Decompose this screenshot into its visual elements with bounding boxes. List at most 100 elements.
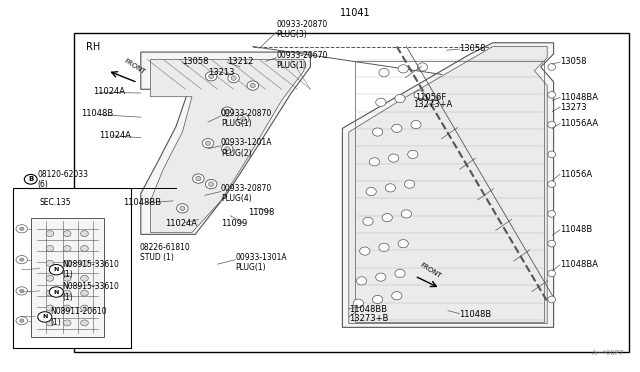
Ellipse shape xyxy=(404,180,415,188)
Ellipse shape xyxy=(356,277,367,285)
Ellipse shape xyxy=(63,246,71,251)
Text: SEC.135: SEC.135 xyxy=(40,198,71,207)
Ellipse shape xyxy=(46,275,54,281)
Ellipse shape xyxy=(385,184,396,192)
Ellipse shape xyxy=(81,290,88,296)
Text: 11056F: 11056F xyxy=(415,93,446,102)
Bar xyxy=(31,218,104,337)
Text: 13058: 13058 xyxy=(182,57,209,65)
Ellipse shape xyxy=(46,260,54,266)
Ellipse shape xyxy=(209,182,214,186)
Ellipse shape xyxy=(353,299,364,307)
Ellipse shape xyxy=(81,320,88,326)
Polygon shape xyxy=(349,46,547,324)
Ellipse shape xyxy=(388,154,399,162)
Text: 08226-61810
STUD (1): 08226-61810 STUD (1) xyxy=(140,243,190,262)
Ellipse shape xyxy=(392,124,402,132)
Polygon shape xyxy=(342,43,554,327)
Ellipse shape xyxy=(38,312,52,322)
Ellipse shape xyxy=(46,305,54,311)
Ellipse shape xyxy=(241,117,246,121)
Text: 00933-20670
PLUG(1): 00933-20670 PLUG(1) xyxy=(276,51,328,70)
Ellipse shape xyxy=(16,225,28,233)
Ellipse shape xyxy=(16,317,28,325)
Text: N: N xyxy=(54,289,59,295)
Ellipse shape xyxy=(20,227,24,231)
Text: 11099: 11099 xyxy=(221,219,247,228)
Ellipse shape xyxy=(20,289,24,292)
Polygon shape xyxy=(150,60,304,232)
Ellipse shape xyxy=(24,174,37,184)
Ellipse shape xyxy=(392,292,402,300)
Ellipse shape xyxy=(180,206,185,211)
Ellipse shape xyxy=(81,275,88,281)
Ellipse shape xyxy=(225,109,230,114)
Text: 11098: 11098 xyxy=(248,208,275,217)
Ellipse shape xyxy=(548,270,556,277)
Text: 11048BB: 11048BB xyxy=(123,198,161,207)
Text: 11048B: 11048B xyxy=(560,225,592,234)
Ellipse shape xyxy=(63,320,71,326)
Ellipse shape xyxy=(221,107,233,116)
Ellipse shape xyxy=(548,240,556,247)
Ellipse shape xyxy=(231,76,236,80)
Ellipse shape xyxy=(209,74,214,78)
Text: 13213: 13213 xyxy=(208,68,234,77)
Ellipse shape xyxy=(205,141,211,145)
Ellipse shape xyxy=(379,243,389,251)
Text: 11056A: 11056A xyxy=(560,170,592,179)
Ellipse shape xyxy=(49,287,63,297)
Ellipse shape xyxy=(63,260,71,266)
Text: 13273+B: 13273+B xyxy=(349,314,388,323)
Ellipse shape xyxy=(372,128,383,136)
Ellipse shape xyxy=(408,150,418,158)
Text: 00933-1301A
PLUG(1): 00933-1301A PLUG(1) xyxy=(236,253,287,272)
Ellipse shape xyxy=(16,256,28,264)
Text: 11024A: 11024A xyxy=(93,87,125,96)
Text: A···*00P7: A···*00P7 xyxy=(591,350,624,356)
Ellipse shape xyxy=(366,187,376,196)
Ellipse shape xyxy=(548,64,556,70)
Ellipse shape xyxy=(398,240,408,248)
Ellipse shape xyxy=(16,287,28,295)
Ellipse shape xyxy=(20,319,24,322)
Text: 00933-1201A
PLUG(2): 00933-1201A PLUG(2) xyxy=(221,138,272,158)
Ellipse shape xyxy=(20,258,24,262)
Ellipse shape xyxy=(382,214,392,222)
Text: 11048BB: 11048BB xyxy=(349,305,387,314)
Text: 13273+A: 13273+A xyxy=(413,100,452,109)
Text: 13273: 13273 xyxy=(560,103,587,112)
Ellipse shape xyxy=(395,94,405,103)
Ellipse shape xyxy=(202,139,214,148)
Ellipse shape xyxy=(46,290,54,296)
Ellipse shape xyxy=(360,247,370,255)
Ellipse shape xyxy=(363,217,373,225)
Ellipse shape xyxy=(548,296,556,303)
Ellipse shape xyxy=(205,179,217,189)
Ellipse shape xyxy=(372,295,383,304)
Text: 11056AA: 11056AA xyxy=(560,119,598,128)
Text: 13058: 13058 xyxy=(560,57,586,66)
Ellipse shape xyxy=(225,147,230,151)
Text: N08911-20610
(1): N08911-20610 (1) xyxy=(50,307,106,327)
Ellipse shape xyxy=(401,210,412,218)
Ellipse shape xyxy=(46,246,54,251)
Ellipse shape xyxy=(228,74,239,83)
Ellipse shape xyxy=(63,231,71,237)
Text: 11024A: 11024A xyxy=(165,219,197,228)
Ellipse shape xyxy=(414,91,424,99)
Ellipse shape xyxy=(205,72,217,81)
Text: N08915-33610
(1): N08915-33610 (1) xyxy=(63,282,120,302)
Ellipse shape xyxy=(177,204,188,213)
Text: 08120-62033
(6): 08120-62033 (6) xyxy=(37,170,88,189)
Text: 00933-20870
PLUG(1): 00933-20870 PLUG(1) xyxy=(221,109,272,128)
Text: 11048B: 11048B xyxy=(81,109,113,118)
Ellipse shape xyxy=(49,264,63,275)
Text: 11048BA: 11048BA xyxy=(560,260,598,269)
Text: B: B xyxy=(28,176,33,182)
Ellipse shape xyxy=(548,121,556,128)
Ellipse shape xyxy=(398,65,408,73)
Ellipse shape xyxy=(193,174,204,183)
Text: RH: RH xyxy=(86,42,100,51)
Ellipse shape xyxy=(395,269,405,278)
